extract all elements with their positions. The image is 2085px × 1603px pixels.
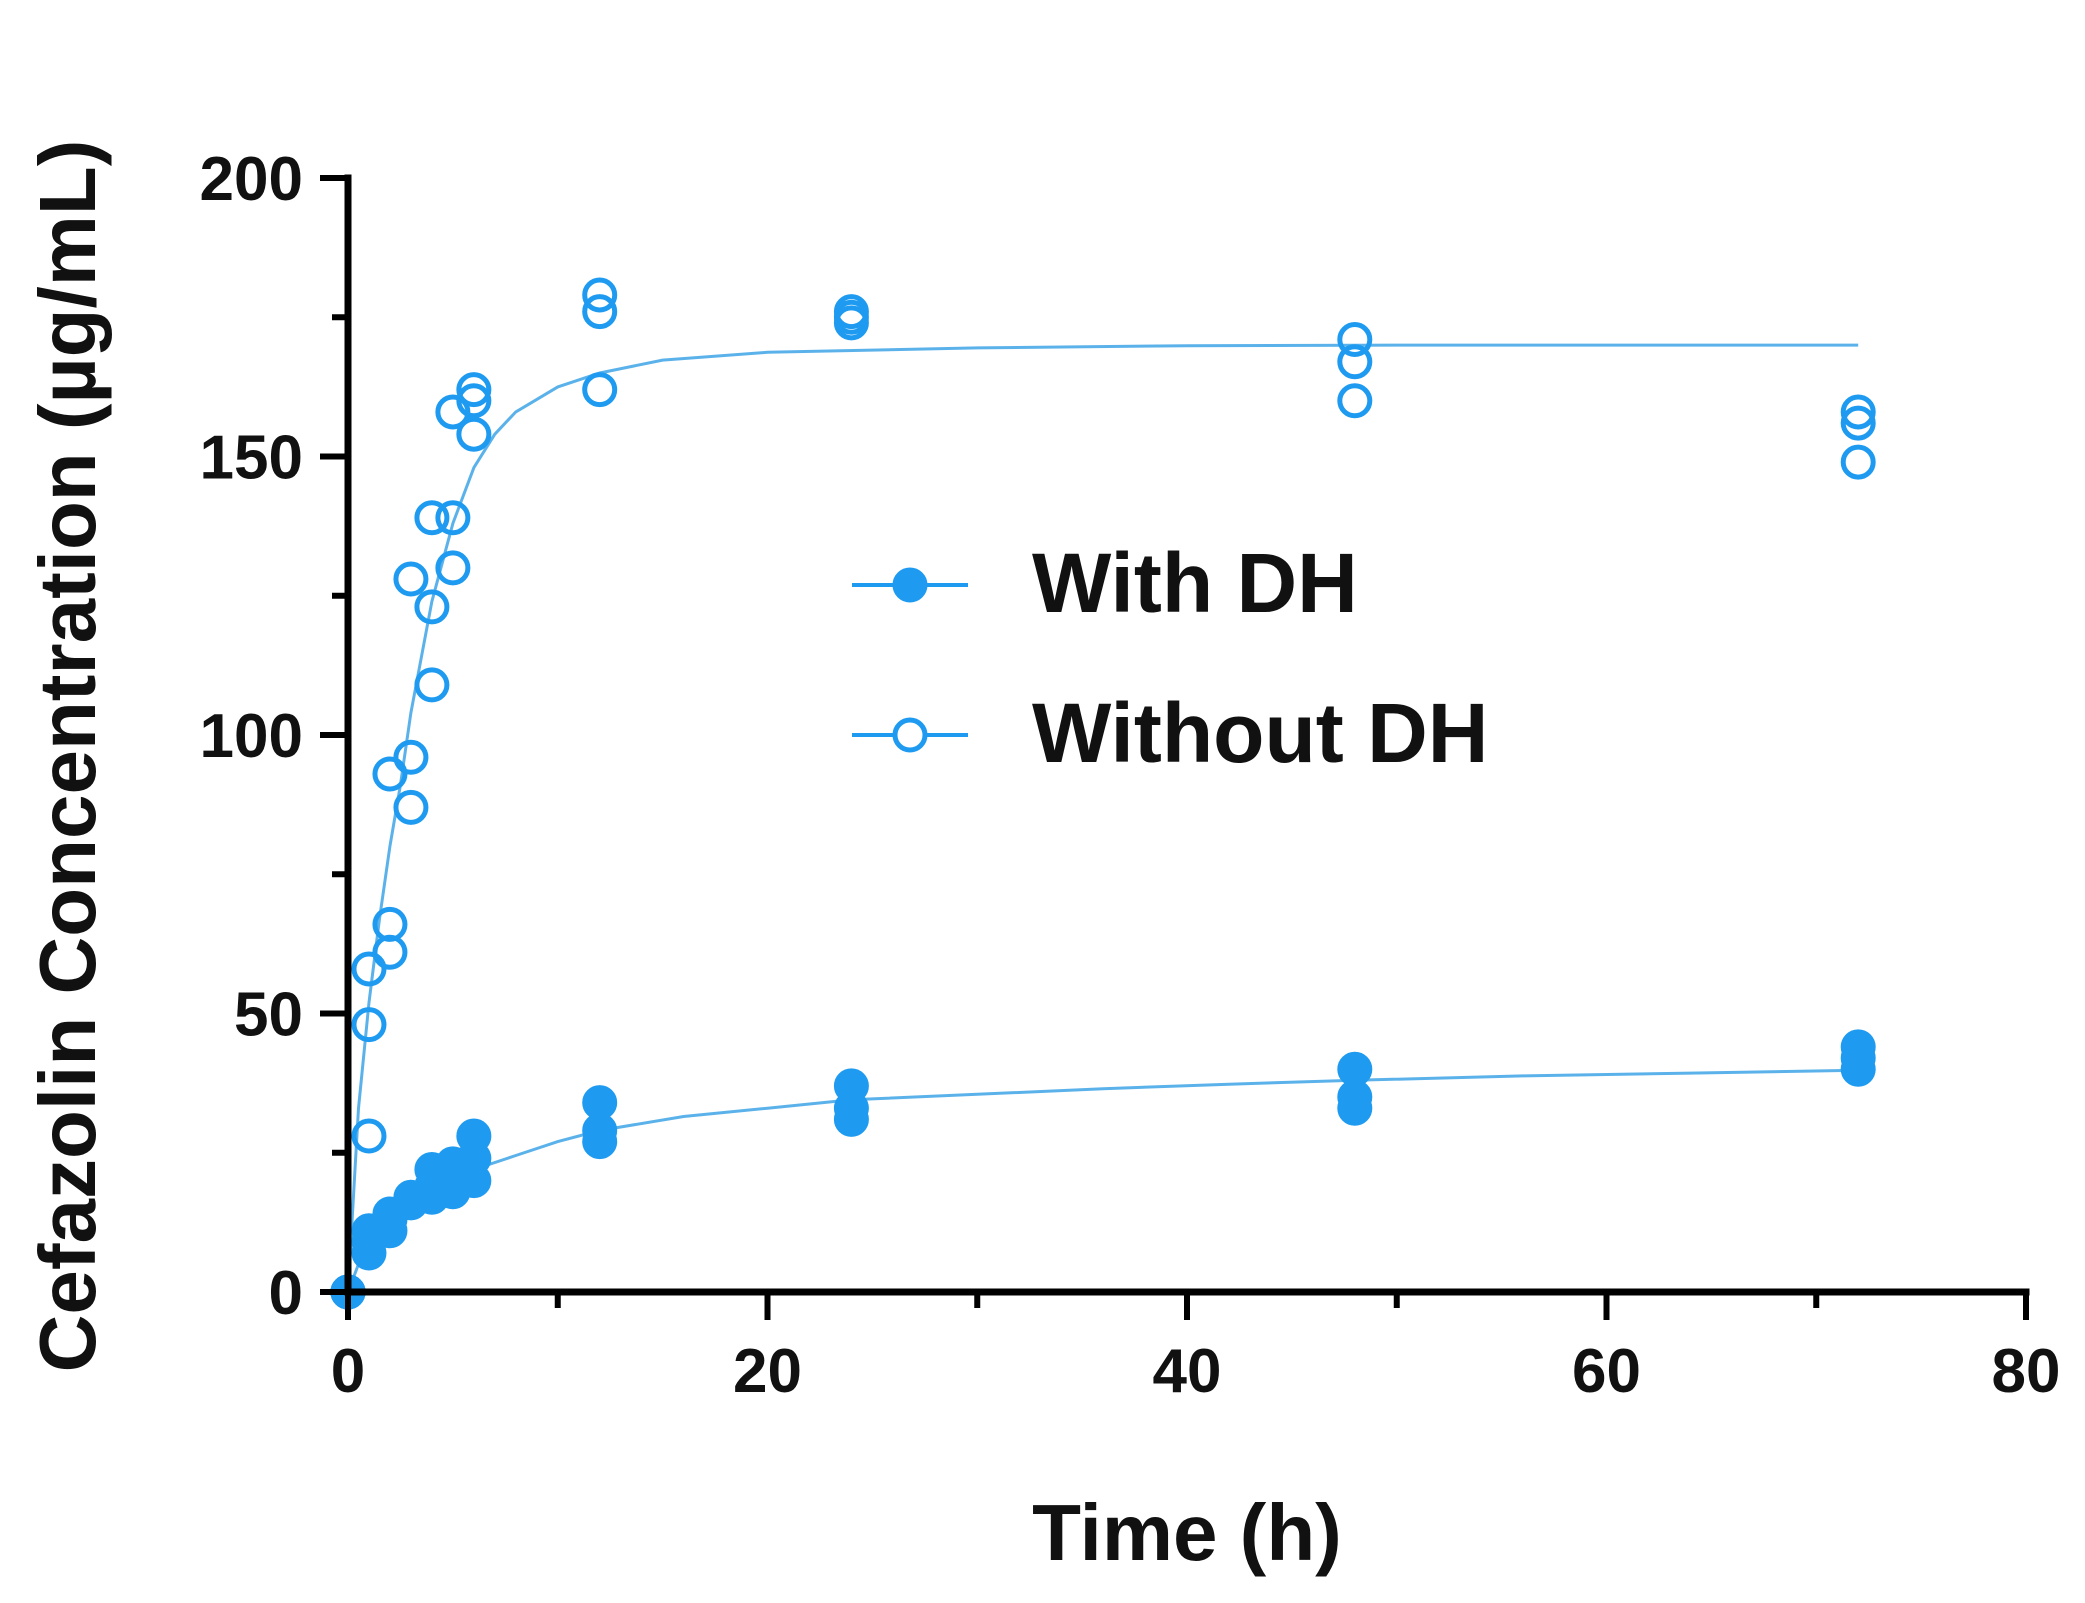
legend-item-with-dh: With DH [852,536,1358,630]
point-without-dh [372,756,408,792]
x-axis-title: Time (h) [1032,1488,1342,1577]
point-without-dh [456,416,492,452]
x-tick-label: 60 [1572,1337,1641,1406]
x-tick-label: 40 [1153,1337,1222,1406]
point-without-dh [414,667,450,703]
point-without-dh [372,906,408,942]
point-with-dh [456,1118,492,1154]
point-with-dh [1840,1029,1876,1065]
y-tick-label: 100 [200,702,303,771]
point-without-dh [435,550,471,586]
axes: 0 50 100 150 200 0 20 40 60 80 [200,145,2061,1406]
point-without-dh [1337,322,1373,358]
legend-marker-with-dh [892,567,928,603]
y-axis-title: Cefazolin Concentration (µg/mL) [23,140,112,1373]
point-without-dh [351,1118,387,1154]
point-without-dh [1840,405,1876,441]
x-tick-label: 20 [733,1337,802,1406]
legend-label-with-dh: With DH [1032,536,1358,630]
point-without-dh [414,500,450,536]
y-tick-label: 50 [234,981,303,1050]
point-without-dh [393,789,429,825]
y-tick-label: 200 [200,145,303,214]
point-without-dh [435,500,471,536]
fit-curves [346,343,1859,1293]
point-without-dh [1337,383,1373,419]
point-without-dh [582,277,618,313]
fit-curve-with-dh [346,1068,1859,1293]
data-points [330,277,1876,1310]
x-ticks: 0 20 40 60 80 [331,1292,2061,1406]
legend-marker-without-dh [892,717,928,753]
y-tick-label: 150 [200,424,303,493]
y-tick-label: 0 [269,1259,303,1328]
point-without-dh [1840,394,1876,430]
point-without-dh [582,294,618,330]
point-without-dh [1840,444,1876,480]
point-without-dh [351,951,387,987]
fit-curve-without-dh [346,343,1859,1293]
point-without-dh [1337,344,1373,380]
point-without-dh [351,1007,387,1043]
point-without-dh [582,372,618,408]
legend-label-without-dh: Without DH [1032,686,1488,780]
point-without-dh [393,561,429,597]
point-with-dh [582,1085,618,1121]
point-without-dh [456,383,492,419]
point-without-dh [833,294,869,330]
point-without-dh [393,739,429,775]
legend: With DH Without DH [852,536,1488,780]
point-without-dh [456,372,492,408]
x-tick-label: 80 [1992,1337,2061,1406]
point-without-dh [414,589,450,625]
y-ticks: 0 50 100 150 200 [200,145,348,1328]
point-with-dh [833,1068,869,1104]
point-with-dh [1337,1051,1373,1087]
x-tick-label: 0 [331,1337,365,1406]
legend-item-without-dh: Without DH [852,686,1488,780]
